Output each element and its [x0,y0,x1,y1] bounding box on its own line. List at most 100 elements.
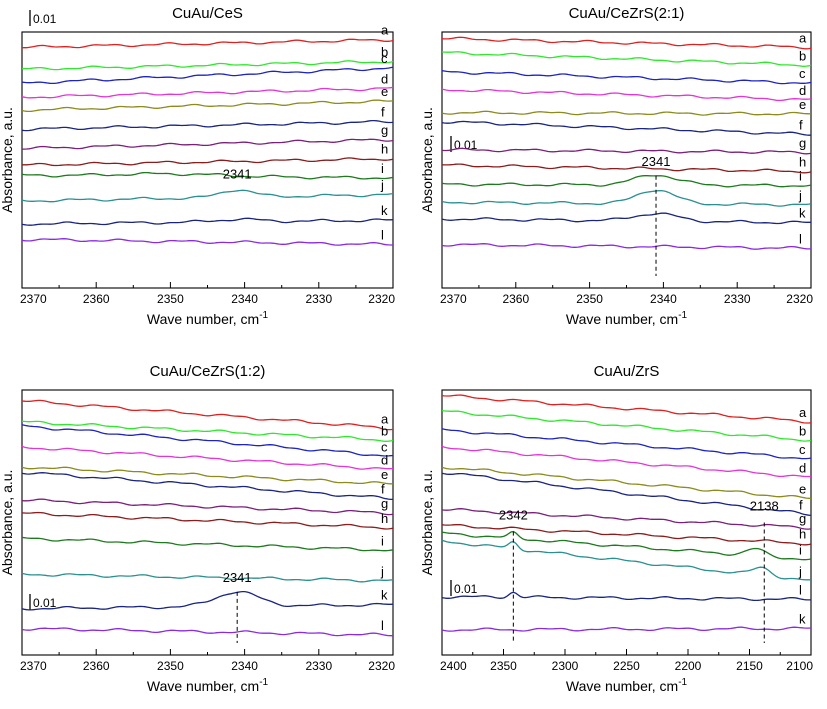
curve-label-b: b [381,423,388,438]
curve-label-d: d [799,460,806,475]
curve-label-a: a [799,405,807,420]
curve-label-i: i [381,533,384,548]
x-tick-label: 2370 [20,292,47,306]
spectrum-line-h [441,523,812,546]
curve-label-k: k [381,203,388,218]
curve-label-f: f [799,498,803,513]
spectrum-line-i [21,536,394,552]
curve-label-e: e [799,482,806,497]
x-axis-label-text: Wave number, cm [566,678,678,694]
spectrum-line-k [21,590,394,611]
spectrum-line-b [21,420,394,442]
curve-label-c: c [381,51,388,66]
curve-label-f: f [799,117,803,132]
chart-title: CuAu/CeZrS(1:2) [150,363,266,380]
x-tick-label: 2340 [231,292,258,306]
curve-label-l: l [799,582,802,597]
y-axis-label: Absorbance, a.u. [0,470,15,576]
x-tick-label: 2330 [305,659,332,673]
spectrum-line-f [441,472,812,516]
spectrum-line-l [21,627,393,637]
x-axis-label: Wave number, cm-1 [147,677,269,694]
spectrum-line-e [21,466,394,485]
spectrum-line-b [441,51,812,67]
spectrum-line-d [441,88,812,102]
curve-label-l: l [381,227,384,242]
x-tick-label: 2350 [576,292,603,306]
curve-label-k: k [799,206,806,221]
y-axis-label: Absorbance, a.u. [419,107,435,213]
spectrum-line-h [21,511,394,530]
spectrum-line-f [21,472,393,501]
x-tick-label: 2320 [368,659,395,673]
spectrum-line-c [21,424,394,457]
curve-label-b: b [381,44,388,59]
spectrum-line-d [21,86,394,99]
x-tick-label: 2300 [552,659,579,673]
spectrum-line-a [441,36,812,50]
spectrum-line-a [21,399,394,431]
spectrum-line-e [441,110,812,116]
spectrum-line-f [441,120,811,136]
peak-annotation: 2341 [642,154,671,169]
curve-label-i: i [381,161,384,176]
x-tick-label: 2100 [786,659,813,673]
x-axis-label-sup: -1 [678,310,687,321]
x-axis-label-text: Wave number, cm [566,311,678,327]
spectrum-line-e [441,466,812,500]
curve-label-f: f [381,105,385,120]
x-tick-label: 2360 [502,292,529,306]
x-tick-label: 2370 [440,292,467,306]
spectrum-line-c [441,70,812,85]
curve-label-c: c [799,66,806,81]
x-tick-label: 2350 [157,292,184,306]
spectrum-line-a [441,394,812,424]
peak-annotation: 2342 [499,508,528,523]
x-tick-label: 2340 [231,659,258,673]
curve-label-g: g [799,511,806,526]
spectrum-line-h [22,157,394,167]
spectrum-line-a [22,38,394,49]
x-tick-label: 2360 [83,659,110,673]
curve-label-h: h [381,142,388,157]
x-axis-label: Wave number, cm-1 [566,310,688,327]
x-tick-label: 2370 [20,659,47,673]
peak-annotation: 2341 [223,570,252,585]
curve-label-j: j [798,564,802,579]
curve-label-a: a [381,23,389,38]
spectrum-line-i [441,175,812,188]
x-tick-label: 2340 [650,292,677,306]
curve-label-j: j [380,564,384,579]
scale-bar-label: 0.01 [33,12,57,26]
curve-label-h: h [799,527,806,542]
spectrum-line-d [441,445,811,478]
x-axis-label: Wave number, cm-1 [566,677,688,694]
y-axis-label: Absorbance, a.u. [419,470,435,576]
curve-label-g: g [799,135,806,150]
curve-label-e: e [381,467,388,482]
spectrum-line-f [21,119,394,132]
scale-bar-label: 0.01 [33,596,57,610]
curve-label-c: c [799,442,806,457]
x-axis-label-text: Wave number, cm [147,678,259,694]
curve-label-d: d [381,453,388,468]
curve-label-g: g [381,496,388,511]
spectrum-line-c [21,66,394,85]
x-tick-label: 2350 [490,659,517,673]
peak-annotation: 2341 [223,167,252,182]
spectrum-line-e [21,99,394,113]
curve-label-k: k [381,588,388,603]
spectrum-line-i [441,530,812,561]
spectrum-line-b [21,60,394,71]
x-axis-label: Wave number, cm-1 [147,310,269,327]
chart-panel-3: CuAu/CeZrS(1:2) 2370 2360 2350 2340 2330 2320 W… [0,363,395,694]
curve-label-a: a [799,30,807,45]
curve-label-c: c [381,439,388,454]
x-tick-label: 2330 [305,292,332,306]
spectrum-line-g [441,508,812,530]
spectrum-line-k [21,217,394,226]
x-tick-label: 2350 [157,659,184,673]
x-axis-label-text: Wave number, cm [147,311,259,327]
curve-label-e: e [381,84,388,99]
